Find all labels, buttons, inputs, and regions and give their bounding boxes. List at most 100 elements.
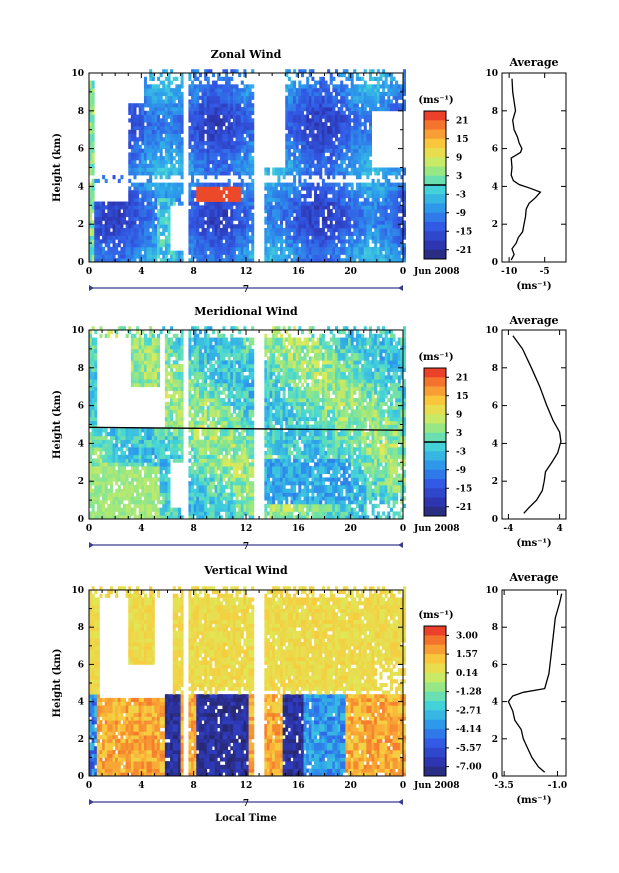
heatmap-cell <box>303 186 307 191</box>
heatmap-cell <box>240 182 244 187</box>
heatmap-cell <box>342 258 346 263</box>
heatmap-cell <box>143 227 147 233</box>
heatmap-cell <box>400 95 404 100</box>
heatmap-cell <box>340 190 344 195</box>
heatmap-cell <box>327 239 331 244</box>
heatmap-cell <box>146 239 150 244</box>
heatmap-cell <box>151 193 155 199</box>
heatmap-cell <box>141 462 145 467</box>
heatmap-cell <box>287 167 291 172</box>
heatmap-cell <box>353 205 357 210</box>
heatmap-cell <box>269 258 273 263</box>
heatmap-cell <box>324 254 328 259</box>
heatmap-cell <box>230 137 234 142</box>
heatmap-cell <box>104 458 108 463</box>
heatmap-cell <box>128 167 132 172</box>
heatmap-cell <box>266 186 270 191</box>
heatmap-cell <box>248 88 252 93</box>
heatmap-cell <box>141 129 145 134</box>
heatmap-cell <box>361 216 365 221</box>
heatmap-cell <box>162 220 166 225</box>
heatmap-cell <box>269 231 273 236</box>
heatmap-cell <box>170 144 174 149</box>
heatmap-cell <box>193 159 197 165</box>
heatmap-cell <box>308 209 312 214</box>
heatmap-cell <box>376 250 380 255</box>
heatmap-cell <box>89 390 93 395</box>
heatmap-cell <box>133 224 137 229</box>
heatmap-cell <box>332 163 336 168</box>
heatmap-cell <box>115 492 119 497</box>
heatmap-cell <box>353 99 357 104</box>
heatmap-cell <box>384 91 388 97</box>
heatmap-cell <box>355 216 359 221</box>
heatmap-cell <box>225 182 229 187</box>
heatmap-cell <box>123 246 127 252</box>
heatmap-cell <box>149 171 153 176</box>
heatmap-cell <box>374 227 378 233</box>
heatmap-cell <box>319 246 323 252</box>
heatmap-cell <box>329 99 333 104</box>
heatmap-cell <box>389 209 393 214</box>
heatmap-cells <box>89 69 407 263</box>
heatmap-cell <box>280 216 284 221</box>
heatmap-cell <box>368 186 372 191</box>
heatmap-cell <box>400 209 404 214</box>
heatmap-cell <box>164 91 168 97</box>
heatmap-cell <box>164 141 168 146</box>
heatmap-cell <box>287 190 291 195</box>
heatmap-cell <box>94 360 98 365</box>
heatmap-cell <box>308 193 312 199</box>
heatmap-cell <box>188 91 192 97</box>
heatmap-cell <box>348 114 352 119</box>
heatmap-cell <box>350 137 354 142</box>
heatmap-cell <box>384 73 388 78</box>
heatmap-cell <box>269 227 273 233</box>
heatmap-cell <box>355 171 359 176</box>
heatmap-cell <box>89 481 93 486</box>
heatmap-cell <box>138 375 142 380</box>
heatmap-cell <box>248 110 252 115</box>
heatmap-cell <box>232 231 236 236</box>
heatmap-cell <box>191 103 195 108</box>
heatmap-cell <box>117 178 121 184</box>
heatmap-cell <box>316 80 320 85</box>
heatmap-cell <box>274 171 278 176</box>
heatmap-cell <box>104 462 108 467</box>
heatmap-cell <box>222 258 226 263</box>
heatmap-cell <box>329 129 333 134</box>
heatmap-cell <box>316 171 320 176</box>
heatmap-cell <box>332 205 336 210</box>
heatmap-cell <box>141 515 145 520</box>
heatmap-cell <box>358 148 362 153</box>
heatmap-cell <box>269 243 273 248</box>
heatmap-cell <box>358 99 362 104</box>
heatmap-cell <box>146 186 150 191</box>
heatmap-cell <box>193 254 197 259</box>
heatmap-cell <box>136 356 140 361</box>
heatmap-cell <box>287 69 291 74</box>
heatmap-cell <box>350 163 354 168</box>
heatmap-cell <box>314 163 318 168</box>
heatmap-cell <box>290 80 294 85</box>
heatmap-cell <box>327 84 331 89</box>
heatmap-cell <box>300 107 304 112</box>
heatmap-cell <box>392 182 396 187</box>
heatmap-cell <box>348 118 352 123</box>
heatmap-cell <box>94 356 98 361</box>
heatmap-cell <box>280 197 284 202</box>
heatmap-cell <box>222 246 226 252</box>
heatmap-cell <box>282 212 286 218</box>
heatmap-cell <box>342 197 346 202</box>
heatmap-cell <box>251 243 255 248</box>
heatmap-cell <box>130 171 134 176</box>
heatmap-cell <box>300 205 304 210</box>
heatmap-cell <box>133 201 137 206</box>
heatmap-cell <box>149 148 153 153</box>
heatmap-cell <box>395 80 399 85</box>
heatmap-cell <box>340 246 344 252</box>
heatmap-cell <box>240 163 244 168</box>
heatmap-cell <box>201 148 205 153</box>
heatmap-cell <box>340 235 344 240</box>
heatmap-cell <box>211 110 215 115</box>
